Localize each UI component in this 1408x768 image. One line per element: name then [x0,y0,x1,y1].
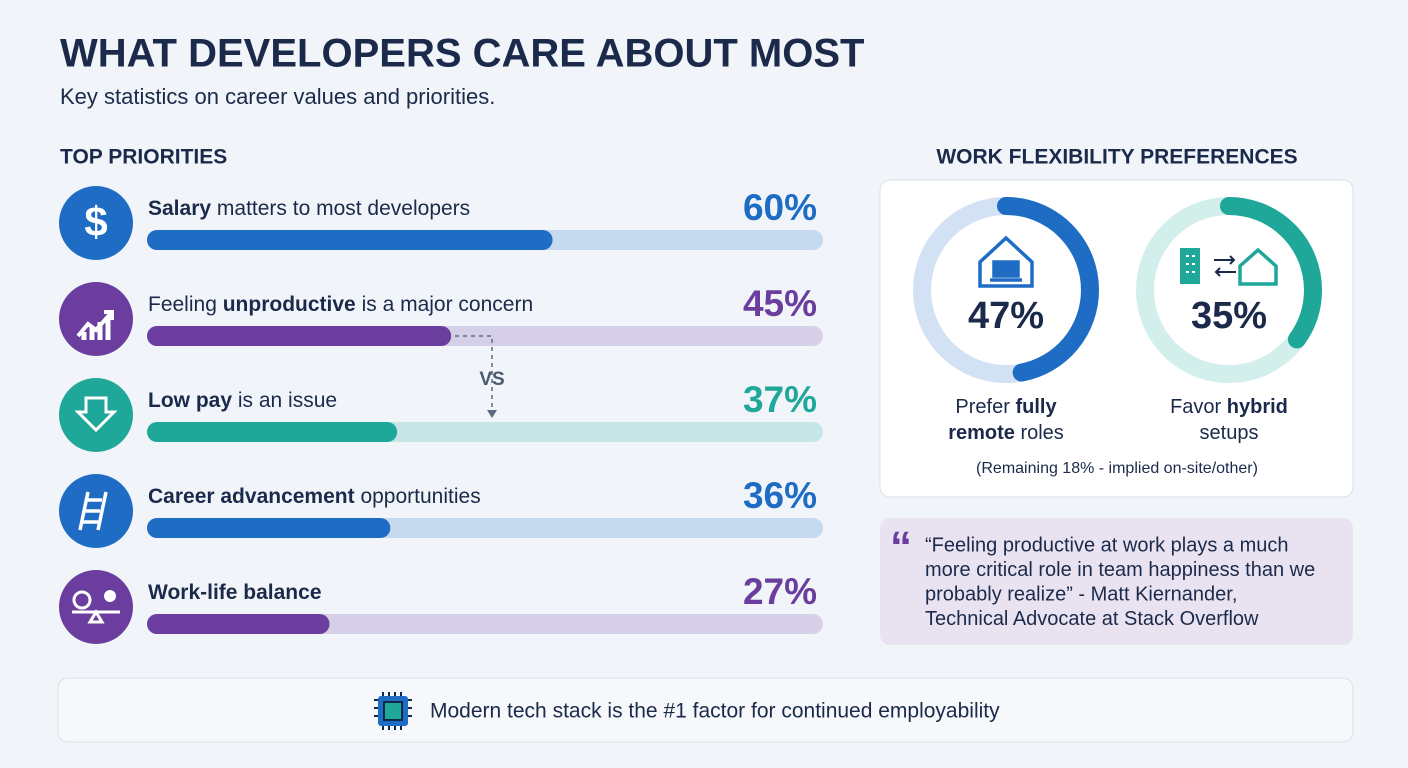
label-part: unproductive [223,293,356,316]
label-part: Salary [148,197,211,220]
quote-line: probably realize” - Matt Kiernander, [925,583,1237,605]
label-part: fully [1015,396,1057,418]
vs-arrow [487,410,497,418]
quote-mark: “ [890,523,912,572]
label-part: opportunities [355,485,481,508]
dollar-icon: $ [84,198,107,245]
row-icon-bg [59,570,133,644]
bar [147,614,330,634]
value-label: 27% [743,571,817,612]
label: Favor hybrid [1170,396,1288,418]
house-laptop-icon [978,235,1034,288]
quote-line: more critical role in team happiness tha… [925,559,1315,581]
label-part: Work-life balance [148,581,322,604]
ladder-icon [78,491,108,531]
row-icon-bg [59,378,133,452]
bar [147,422,398,442]
bar [147,326,452,346]
office-home-icon [1180,247,1278,286]
quote-line: “Feeling productive at work plays a much [925,534,1289,556]
label: remote roles [948,422,1064,444]
quote-line: Technical Advocate at Stack Overflow [925,608,1259,630]
quote-box [880,518,1353,645]
label: Low pay is an issue [148,389,337,412]
label: setups [1200,422,1259,444]
title: WHAT DEVELOPERS CARE ABOUT MOST [60,32,864,76]
donut-arc [913,197,1099,383]
value-label: 36% [743,475,817,516]
label: Career advancement opportunities [148,485,481,508]
label-part: Low pay [148,389,232,412]
footer-text: Modern tech stack is the #1 factor for c… [430,700,1000,723]
label: Salary matters to most developers [148,197,470,220]
label: Prefer fully [955,396,1057,418]
balance-icon [72,609,120,624]
section-heading: WORK FLEXIBILITY PREFERENCES [936,146,1297,169]
bar [147,518,391,538]
vs-label: VS [479,369,504,390]
label-part: hybrid [1227,396,1288,418]
donut-arc [1136,197,1322,383]
label-part: matters to most developers [211,197,470,220]
label: Feeling unproductive is a major concern [148,293,533,316]
label-part: Favor [1170,396,1227,418]
label-part: setups [1200,422,1259,444]
row-icon-bg [59,186,133,260]
subtitle: Key statistics on career values and prio… [60,84,495,109]
flex-card [879,179,1354,498]
bar [147,230,553,250]
growth-bars [81,316,111,340]
value-label: 37% [743,379,817,420]
person-icon [104,590,116,602]
label-part: Feeling [148,293,223,316]
row-icon-bg [59,282,133,356]
quote: “Feeling productive at work plays a much… [925,534,1315,630]
label-part: roles [1015,422,1064,444]
label-part: Prefer [955,396,1015,418]
pay-down-icon [74,396,118,433]
value-label: 60% [743,187,817,228]
label-part: Career advancement [148,485,355,508]
donut-value: 35% [1191,295,1267,337]
vs-connector [455,335,493,414]
label-part: is a major concern [356,293,533,316]
label-part: remote [948,422,1015,444]
clock-icon [72,590,92,610]
row-icons: $ [72,198,120,624]
flex-note: (Remaining 18% - implied on-site/other) [976,460,1258,477]
label: Work-life balance [148,581,322,604]
priority-rows: Salary matters to most developers 60% Feel… [59,186,823,644]
label-part: is an issue [232,389,337,412]
section-heading: TOP PRIORITIES [60,146,227,169]
chip-icon [374,692,412,730]
value-label: 45% [743,283,817,324]
donut-value: 47% [968,295,1044,337]
